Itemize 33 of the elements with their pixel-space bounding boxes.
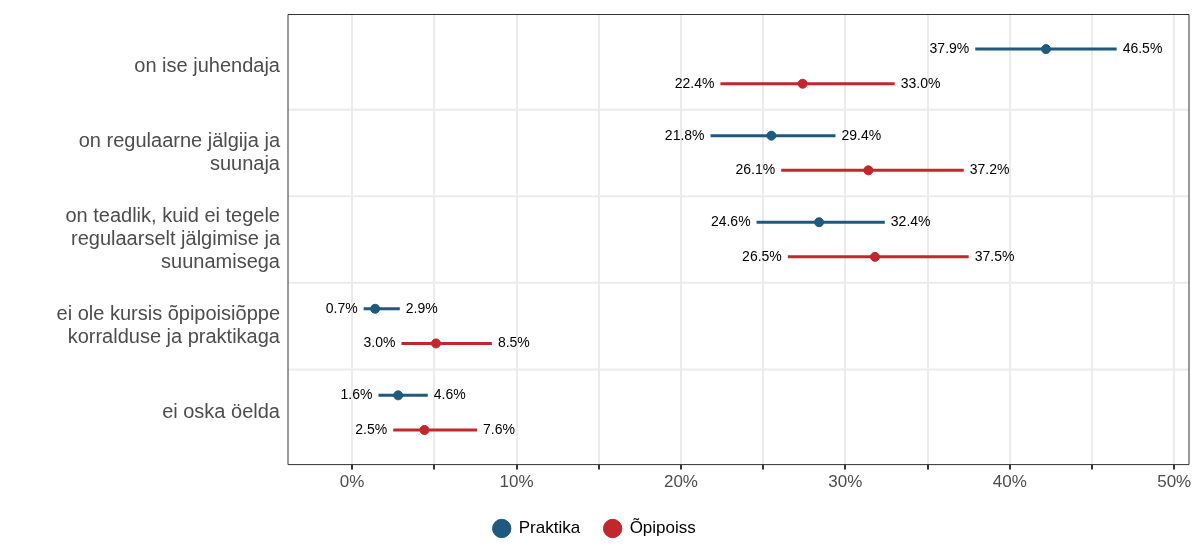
x-tick-label: 20% [663, 472, 698, 492]
annotation: 1.6% [340, 386, 373, 403]
y-tick-label: on ise juhendaja [134, 53, 281, 76]
annotation: 37.2% [969, 161, 1010, 178]
x-tick-label: 40% [992, 472, 1027, 492]
annotation: 29.4% [841, 126, 882, 143]
annotation: 4.6% [433, 386, 466, 403]
y-tick-label: on teadlik, kuid ei tegele regulaarselt jälgimise ja suunamisega [65, 204, 281, 273]
annotation: 2.5% [355, 420, 388, 437]
x-tick-label: 30% [828, 472, 863, 492]
x-tick-label: 0% [339, 472, 365, 492]
annotation: 21.8% [664, 126, 705, 143]
annotation: 2.9% [405, 299, 438, 316]
annotation: 8.5% [497, 334, 530, 351]
x-tick-label: 10% [499, 472, 534, 492]
annotation: 37.5% [974, 247, 1015, 264]
legend-label: Õpipoiss [629, 518, 696, 538]
annotation: 22.4% [674, 74, 715, 91]
annotation: 46.5% [1122, 39, 1163, 56]
x-tick-label: 50% [1157, 472, 1192, 492]
annotation: 24.6% [710, 213, 751, 230]
annotation: 33.0% [900, 74, 941, 91]
y-tick-label: ei ole kursis õpipoisiõppe korralduse ja praktikaga [56, 302, 281, 348]
y-tick-label: ei oska öelda [162, 400, 281, 423]
annotation: 7.6% [483, 420, 515, 437]
annotation: 26.1% [735, 161, 776, 178]
annotation: 3.0% [363, 334, 396, 351]
legend-label: Praktika [518, 518, 581, 538]
y-tick-label: on regulaarne jälgija ja suunaja [78, 129, 281, 175]
annotation: 37.9% [929, 39, 970, 56]
annotation: 0.7% [325, 299, 358, 316]
annotation: 32.4% [890, 213, 931, 230]
annotation: 26.5% [742, 247, 782, 264]
